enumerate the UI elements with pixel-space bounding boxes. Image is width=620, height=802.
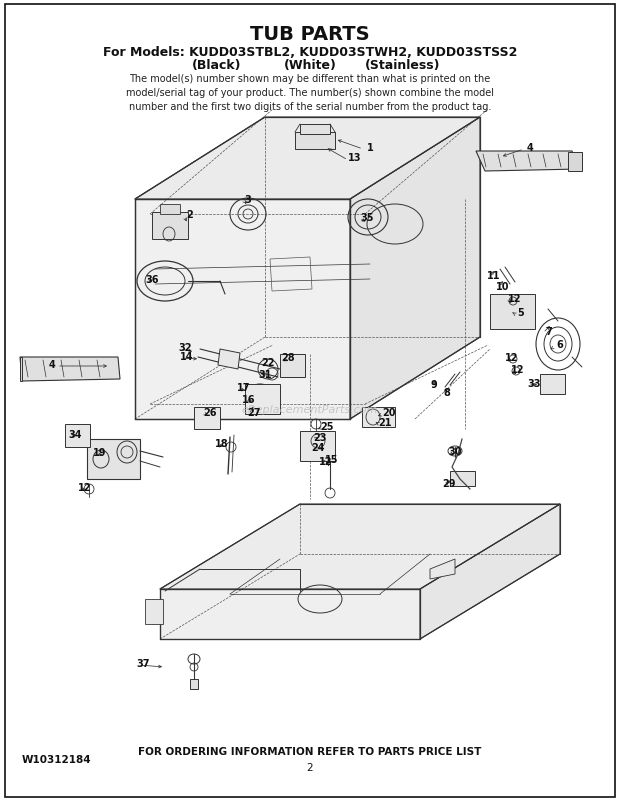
Text: The model(s) number shown may be different than what is printed on the
model/ser: The model(s) number shown may be differe… [126, 74, 494, 111]
Text: 24: 24 [311, 443, 325, 452]
Text: 30: 30 [448, 447, 462, 456]
Text: 9: 9 [431, 379, 437, 390]
Text: 35: 35 [360, 213, 374, 223]
Polygon shape [135, 118, 480, 200]
Text: 14: 14 [180, 351, 193, 362]
Polygon shape [295, 133, 335, 150]
Text: 21: 21 [378, 418, 392, 427]
Text: 34: 34 [68, 429, 82, 439]
Text: 7: 7 [546, 326, 552, 337]
Text: 28: 28 [281, 353, 295, 363]
Text: 2: 2 [187, 210, 193, 220]
Polygon shape [87, 439, 140, 480]
Text: 5: 5 [518, 308, 525, 318]
Text: eReplacementParts.com: eReplacementParts.com [242, 404, 378, 415]
Polygon shape [190, 679, 198, 689]
Polygon shape [476, 152, 580, 172]
Text: 16: 16 [242, 395, 255, 404]
Text: 13: 13 [348, 153, 361, 163]
Text: 4: 4 [48, 359, 55, 370]
Text: 19: 19 [93, 448, 107, 457]
Polygon shape [145, 599, 163, 624]
Polygon shape [194, 407, 220, 429]
Text: 10: 10 [496, 282, 510, 292]
Polygon shape [160, 504, 560, 589]
Text: 22: 22 [261, 358, 275, 367]
Text: 20: 20 [383, 407, 396, 418]
Polygon shape [135, 200, 350, 419]
Polygon shape [540, 375, 565, 395]
Text: 17: 17 [237, 383, 250, 392]
Polygon shape [280, 354, 305, 378]
Text: 6: 6 [557, 339, 564, 350]
Polygon shape [300, 125, 330, 135]
Polygon shape [420, 504, 560, 639]
Text: 37: 37 [136, 658, 150, 668]
Polygon shape [65, 424, 90, 448]
Text: 27: 27 [247, 407, 261, 418]
Text: W10312184: W10312184 [22, 754, 92, 764]
Text: 12: 12 [319, 456, 333, 467]
Text: 25: 25 [321, 422, 334, 431]
Text: (Stainless): (Stainless) [365, 59, 441, 72]
Polygon shape [20, 358, 120, 382]
Polygon shape [362, 407, 395, 427]
Text: 1: 1 [366, 143, 373, 153]
Polygon shape [245, 384, 280, 415]
Text: 26: 26 [203, 407, 217, 418]
Polygon shape [300, 431, 335, 461]
Text: 11: 11 [487, 270, 501, 281]
Text: 31: 31 [259, 370, 272, 379]
Text: (White): (White) [283, 59, 337, 72]
Text: 2: 2 [307, 762, 313, 772]
Text: 29: 29 [442, 479, 456, 488]
Text: 12: 12 [512, 365, 525, 375]
Text: 12: 12 [508, 294, 522, 304]
Text: 23: 23 [313, 432, 327, 443]
Text: 8: 8 [443, 387, 451, 398]
Polygon shape [160, 205, 180, 215]
Text: 32: 32 [179, 342, 192, 353]
Polygon shape [152, 213, 188, 240]
Text: For Models: KUDD03STBL2, KUDD03STWH2, KUDD03STSS2: For Models: KUDD03STBL2, KUDD03STWH2, KU… [103, 46, 517, 59]
Text: 12: 12 [505, 353, 519, 363]
Text: 33: 33 [527, 379, 541, 388]
Polygon shape [160, 589, 420, 639]
Polygon shape [20, 358, 22, 382]
Text: 15: 15 [326, 455, 339, 464]
Polygon shape [430, 559, 455, 579]
Polygon shape [568, 153, 582, 172]
Text: 12: 12 [78, 482, 92, 492]
Polygon shape [490, 294, 535, 330]
Polygon shape [350, 118, 480, 419]
Text: 18: 18 [215, 439, 229, 448]
Polygon shape [218, 350, 240, 370]
Text: TUB PARTS: TUB PARTS [250, 25, 370, 44]
Text: 4: 4 [526, 143, 533, 153]
Text: FOR ORDERING INFORMATION REFER TO PARTS PRICE LIST: FOR ORDERING INFORMATION REFER TO PARTS … [138, 746, 482, 756]
Text: (Black): (Black) [192, 59, 242, 72]
Text: 36: 36 [145, 274, 159, 285]
Polygon shape [450, 472, 475, 486]
Text: 3: 3 [245, 195, 251, 205]
